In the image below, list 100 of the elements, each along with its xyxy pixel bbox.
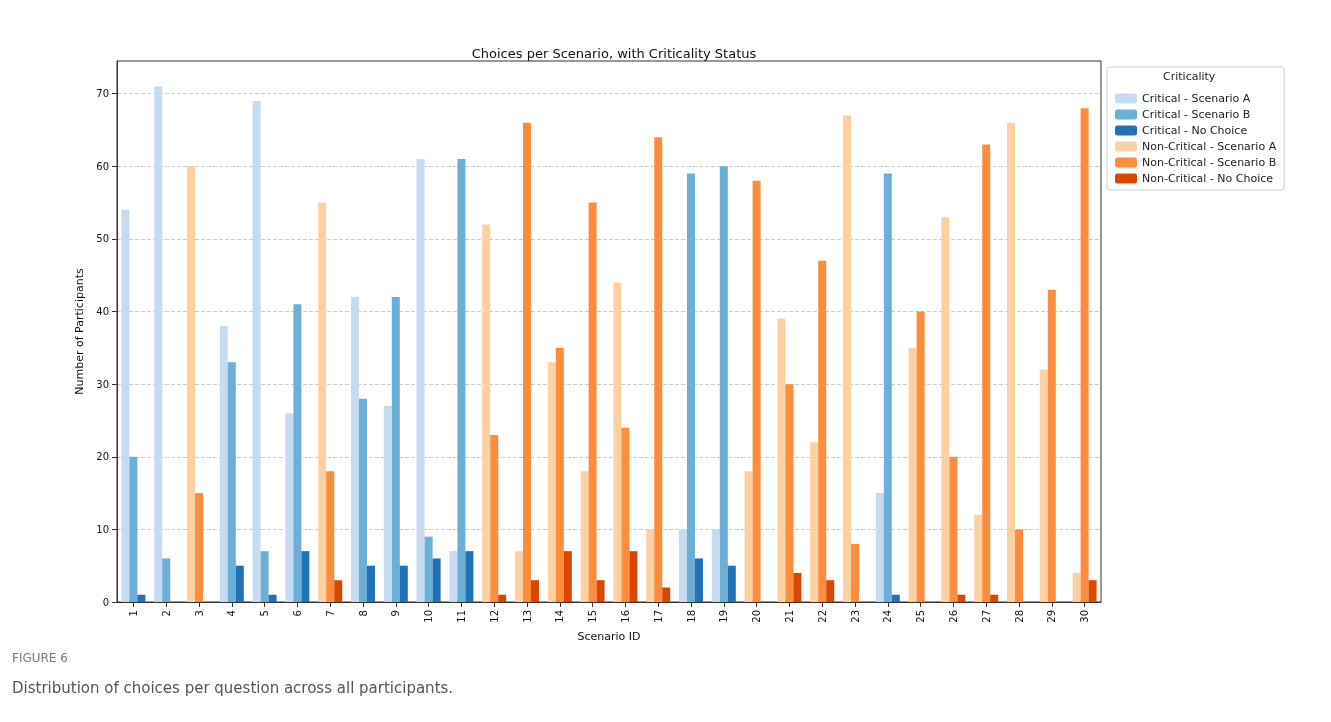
bar <box>252 100 261 602</box>
x-tick-label: 8 <box>357 610 369 617</box>
bar <box>416 159 425 602</box>
bar <box>490 434 499 602</box>
x-tick-label: 22 <box>816 610 828 623</box>
bar <box>613 282 622 602</box>
bar <box>268 594 277 602</box>
x-tick-label: 3 <box>193 610 205 617</box>
x-tick-label: 15 <box>587 610 599 623</box>
bar <box>1039 369 1048 602</box>
chart-title: Choices per Scenario, with Criticality Status <box>471 46 757 61</box>
bar <box>1015 529 1023 602</box>
bar <box>137 594 146 602</box>
bar <box>875 493 884 602</box>
bar <box>818 260 827 602</box>
x-tick-label: 6 <box>291 610 303 617</box>
bar <box>235 565 244 602</box>
bar <box>1088 580 1097 602</box>
bar <box>367 565 375 602</box>
bar <box>531 580 539 602</box>
bar <box>843 115 851 602</box>
y-tick-label: 30 <box>96 378 109 390</box>
bar <box>793 572 802 602</box>
bar <box>482 224 491 602</box>
bar <box>687 173 695 602</box>
bar <box>318 202 327 602</box>
x-tick-label: 27 <box>980 610 992 623</box>
bar <box>851 543 859 602</box>
bar <box>399 565 408 602</box>
legend-label: Critical - Scenario A <box>1142 92 1251 105</box>
x-tick-label: 19 <box>718 610 730 623</box>
x-tick-label: 23 <box>849 610 861 623</box>
x-tick-label: 14 <box>554 610 566 623</box>
bar <box>260 551 269 602</box>
bar <box>810 442 819 602</box>
bar <box>957 594 966 602</box>
bar <box>1080 108 1089 602</box>
bar <box>826 580 835 602</box>
caption: FIGURE 6 <box>12 651 68 665</box>
bar <box>654 137 663 602</box>
legend-label: Non-Critical - Scenario A <box>1142 140 1277 153</box>
x-tick-label: 4 <box>226 610 238 617</box>
text: Distribution of choices per question across all participants. <box>12 678 454 697</box>
bar <box>990 594 999 602</box>
bar <box>515 551 523 602</box>
bar <box>941 217 950 602</box>
bar <box>1072 572 1081 602</box>
y-tick-label: 60 <box>96 160 109 172</box>
bar <box>891 594 900 602</box>
bar <box>465 551 474 602</box>
bar <box>727 565 736 602</box>
bar <box>695 558 703 602</box>
y-tick-label: 20 <box>96 451 109 463</box>
bar <box>162 558 171 602</box>
bar <box>227 362 236 602</box>
bar <box>563 551 572 602</box>
bar <box>580 471 589 602</box>
bar <box>1047 289 1056 602</box>
y-tick-label: 40 <box>96 306 109 318</box>
x-tick-label: 17 <box>652 610 664 623</box>
bar <box>629 551 638 602</box>
bar <box>301 551 310 602</box>
bar <box>449 551 458 602</box>
y-tick-label: 10 <box>96 523 109 535</box>
bar <box>596 580 605 602</box>
bar <box>949 456 958 602</box>
legend-label: Non-Critical - No Choice <box>1142 172 1274 185</box>
x-tick-label: 5 <box>259 610 271 617</box>
bar <box>334 580 343 602</box>
x-axis-title: Scenario ID <box>577 629 641 643</box>
bar <box>588 202 597 602</box>
bar <box>121 209 130 602</box>
bar <box>129 456 138 602</box>
bar <box>752 180 761 602</box>
bar <box>744 471 753 602</box>
bar <box>679 529 687 602</box>
bar <box>523 122 531 602</box>
bar <box>187 166 195 602</box>
bar <box>547 362 556 602</box>
x-tick-label: 26 <box>947 610 959 623</box>
x-tick-label: 20 <box>751 610 763 623</box>
y-tick-label: 70 <box>96 88 109 100</box>
legend-title: Criticality <box>1163 70 1216 83</box>
bar <box>662 587 671 602</box>
x-tick-label: 13 <box>521 610 533 623</box>
x-tick-label: 9 <box>390 610 402 617</box>
bar <box>424 536 433 602</box>
bar <box>154 86 163 602</box>
bar <box>974 514 983 602</box>
x-tick-label: 21 <box>783 610 795 623</box>
bar <box>195 493 203 602</box>
x-tick-label: 16 <box>619 610 631 623</box>
x-tick-label: 28 <box>1013 610 1025 623</box>
y-tick-label: 50 <box>96 233 109 245</box>
bar <box>646 529 655 602</box>
y-axis-title: Number of Participants <box>73 268 86 395</box>
x-tick-label: 7 <box>324 610 336 617</box>
bar <box>621 427 630 602</box>
bar <box>555 347 564 602</box>
x-tick-label: 29 <box>1046 610 1058 623</box>
